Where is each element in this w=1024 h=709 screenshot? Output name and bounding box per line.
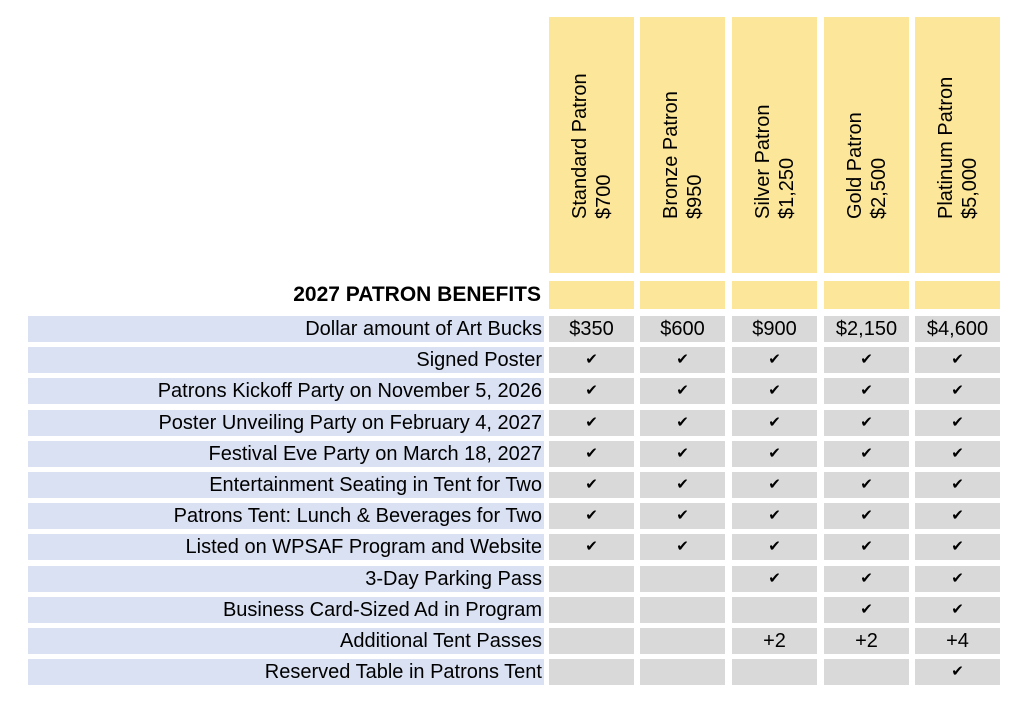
tier-header-silver: Silver Patron $1,250 bbox=[732, 17, 817, 273]
tier-header-text: Platinum Patron $5,000 bbox=[934, 77, 982, 219]
value-cell bbox=[549, 597, 634, 623]
row-label: Patrons Kickoff Party on November 5, 202… bbox=[28, 378, 544, 404]
value-cell bbox=[640, 628, 725, 654]
check-icon-cell: ✔ bbox=[732, 410, 817, 436]
row-label: Festival Eve Party on March 18, 2027 bbox=[28, 441, 544, 467]
check-icon-cell: ✔ bbox=[549, 534, 634, 560]
check-icon-cell: ✔ bbox=[915, 347, 1000, 373]
row-label: Patrons Tent: Lunch & Beverages for Two bbox=[28, 503, 544, 529]
value-cell: +2 bbox=[824, 628, 909, 654]
check-icon-cell: ✔ bbox=[549, 503, 634, 529]
row-label: Listed on WPSAF Program and Website bbox=[28, 534, 544, 560]
tier-name: Gold Patron bbox=[843, 112, 866, 219]
tier-price: $700 bbox=[592, 174, 615, 220]
check-icon-cell: ✔ bbox=[732, 441, 817, 467]
check-icon-cell: ✔ bbox=[824, 378, 909, 404]
check-icon-cell: ✔ bbox=[824, 347, 909, 373]
check-icon-cell: ✔ bbox=[640, 347, 725, 373]
tier-header-platinum: Platinum Patron $5,000 bbox=[915, 17, 1000, 273]
check-icon-cell: ✔ bbox=[732, 347, 817, 373]
check-icon-cell: ✔ bbox=[640, 503, 725, 529]
check-icon-cell: ✔ bbox=[915, 566, 1000, 592]
check-icon-cell: ✔ bbox=[549, 441, 634, 467]
check-icon-cell: ✔ bbox=[915, 472, 1000, 498]
value-cell bbox=[640, 659, 725, 685]
check-icon-cell: ✔ bbox=[824, 566, 909, 592]
value-cell bbox=[640, 566, 725, 592]
value-cell bbox=[549, 628, 634, 654]
check-icon-cell: ✔ bbox=[640, 410, 725, 436]
tier-header-text: Bronze Patron $950 bbox=[659, 91, 707, 219]
value-cell: $4,600 bbox=[915, 316, 1000, 342]
table-title: 2027 PATRON BENEFITS bbox=[293, 283, 541, 306]
tier-header-text: Silver Patron $1,250 bbox=[751, 105, 799, 220]
tier-header-bronze: Bronze Patron $950 bbox=[640, 17, 725, 273]
tier-header-gold: Gold Patron $2,500 bbox=[824, 17, 909, 273]
row-label: Dollar amount of Art Bucks bbox=[28, 316, 544, 342]
value-cell bbox=[549, 659, 634, 685]
tier-price: $5,000 bbox=[958, 157, 981, 219]
tier-header-standard: Standard Patron $700 bbox=[549, 17, 634, 273]
value-cell bbox=[549, 566, 634, 592]
check-icon-cell: ✔ bbox=[732, 472, 817, 498]
check-icon-cell: ✔ bbox=[732, 566, 817, 592]
check-icon-cell: ✔ bbox=[915, 378, 1000, 404]
check-icon-cell: ✔ bbox=[824, 410, 909, 436]
check-icon-cell: ✔ bbox=[824, 534, 909, 560]
row-label: Reserved Table in Patrons Tent bbox=[28, 659, 544, 685]
check-icon-cell: ✔ bbox=[640, 472, 725, 498]
row-label: Entertainment Seating in Tent for Two bbox=[28, 472, 544, 498]
check-icon-cell: ✔ bbox=[824, 472, 909, 498]
check-icon-cell: ✔ bbox=[549, 347, 634, 373]
row-label: 3-Day Parking Pass bbox=[28, 566, 544, 592]
check-icon-cell: ✔ bbox=[732, 534, 817, 560]
check-icon-cell: ✔ bbox=[915, 659, 1000, 685]
tier-header-spacer bbox=[640, 281, 725, 309]
tier-name: Platinum Patron bbox=[934, 76, 957, 219]
value-cell: $600 bbox=[640, 316, 725, 342]
tier-name: Standard Patron bbox=[568, 73, 591, 219]
value-cell: +4 bbox=[915, 628, 1000, 654]
value-cell: $2,150 bbox=[824, 316, 909, 342]
check-icon-cell: ✔ bbox=[549, 410, 634, 436]
row-label: Additional Tent Passes bbox=[28, 628, 544, 654]
check-icon-cell: ✔ bbox=[732, 503, 817, 529]
value-cell: $350 bbox=[549, 316, 634, 342]
tier-price: $1,250 bbox=[775, 157, 798, 219]
row-label: Business Card-Sized Ad in Program bbox=[28, 597, 544, 623]
tier-name: Silver Patron bbox=[751, 104, 774, 220]
check-icon-cell: ✔ bbox=[915, 410, 1000, 436]
value-cell bbox=[732, 659, 817, 685]
row-label: Poster Unveiling Party on February 4, 20… bbox=[28, 410, 544, 436]
value-cell: $900 bbox=[732, 316, 817, 342]
tier-price: $2,500 bbox=[867, 157, 890, 219]
tier-header-spacer bbox=[549, 281, 634, 309]
check-icon-cell: ✔ bbox=[549, 472, 634, 498]
check-icon-cell: ✔ bbox=[640, 378, 725, 404]
check-icon-cell: ✔ bbox=[824, 597, 909, 623]
value-cell: +2 bbox=[732, 628, 817, 654]
tier-header-text: Standard Patron $700 bbox=[568, 73, 616, 219]
tier-name: Bronze Patron bbox=[659, 91, 682, 219]
tier-header-text: Gold Patron $2,500 bbox=[843, 112, 891, 219]
tier-price: $950 bbox=[683, 174, 706, 220]
value-cell bbox=[824, 659, 909, 685]
check-icon-cell: ✔ bbox=[732, 378, 817, 404]
check-icon-cell: ✔ bbox=[915, 534, 1000, 560]
check-icon-cell: ✔ bbox=[640, 441, 725, 467]
check-icon-cell: ✔ bbox=[640, 534, 725, 560]
check-icon-cell: ✔ bbox=[549, 378, 634, 404]
check-icon-cell: ✔ bbox=[915, 597, 1000, 623]
tier-header-spacer bbox=[824, 281, 909, 309]
value-cell bbox=[732, 597, 817, 623]
tier-header-spacer bbox=[732, 281, 817, 309]
value-cell bbox=[640, 597, 725, 623]
check-icon-cell: ✔ bbox=[915, 503, 1000, 529]
check-icon-cell: ✔ bbox=[824, 503, 909, 529]
check-icon-cell: ✔ bbox=[915, 441, 1000, 467]
check-icon-cell: ✔ bbox=[824, 441, 909, 467]
row-label: Signed Poster bbox=[28, 347, 544, 373]
tier-header-spacer bbox=[915, 281, 1000, 309]
